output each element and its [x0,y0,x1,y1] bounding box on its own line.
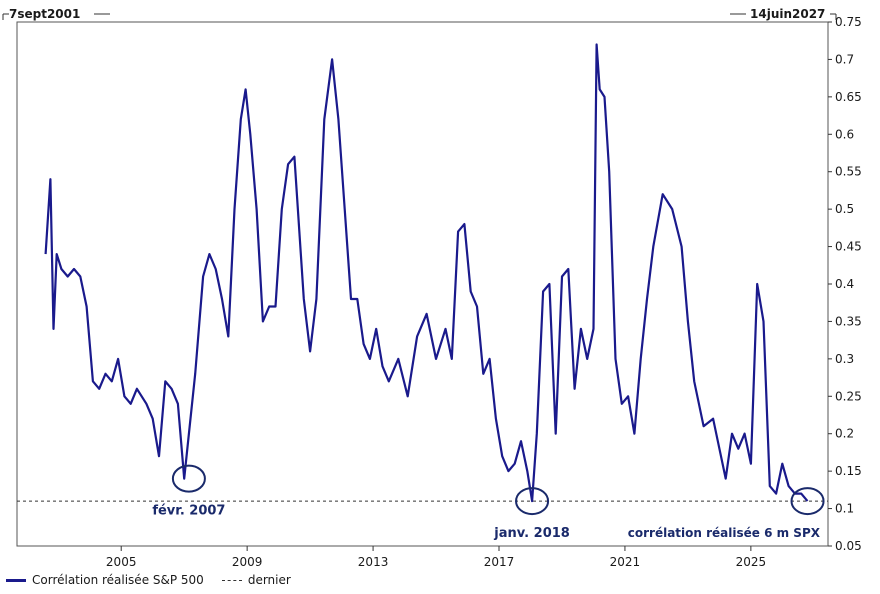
y-tick-label: 0.1 [835,502,854,516]
y-tick-label: 0.6 [835,127,854,141]
x-axis: 2005 2009 2013 2017 2021 2025 [106,546,766,569]
x-tick-label: 2021 [610,555,641,569]
y-tick-label: 0.35 [835,314,862,328]
y-tick-label: 0.25 [835,389,862,403]
y-axis: 0.05 0.1 0.15 0.2 0.25 0.3 0.35 0.4 0.45 0.5 0.55 0… [828,15,862,553]
legend: Corrélation réalisée S&P 500 dernier [6,571,309,589]
annotation-label: févr. 2007 [152,504,225,519]
annotation-circle [790,487,825,516]
y-tick-label: 0.05 [835,539,862,553]
annotation-circle [171,464,206,493]
legend-label-dernier: dernier [247,573,291,587]
y-tick-label: 0.15 [835,464,862,478]
annotation-circle [515,487,550,516]
y-tick-label: 0.4 [835,277,854,291]
y-tick-label: 0.7 [835,52,854,66]
x-tick-label: 2005 [106,555,137,569]
series-line-correlation [44,43,809,503]
annotations: févr. 2007 janv. 2018 corrélation réalisée… [152,464,825,541]
y-tick-label: 0.65 [835,90,862,104]
y-tick-label: 0.75 [835,15,862,29]
x-tick-label: 2017 [484,555,515,569]
legend-label-series: Corrélation réalisée S&P 500 [32,573,204,587]
range-start-marker: 7sept2001 [2,7,110,21]
range-end-label: 14juin2027 [750,7,825,21]
annotation-label: corrélation réalisée 6 m SPX [628,526,821,540]
range-start-label: 7sept2001 [9,7,80,21]
y-tick-label: 0.45 [835,240,862,254]
annotation-label: janv. 2018 [493,526,570,541]
plot-frame [16,21,829,547]
x-tick-label: 2009 [232,555,263,569]
legend-item-dernier: dernier [221,573,291,587]
y-tick-label: 0.2 [835,427,854,441]
range-end-marker: 14juin2027 [730,7,837,21]
legend-swatch-solid [6,578,26,582]
x-tick-label: 2025 [736,555,767,569]
legend-swatch-dashed [221,579,242,581]
x-tick-label: 2013 [358,555,389,569]
y-tick-label: 0.55 [835,165,862,179]
y-tick-label: 0.5 [835,202,854,216]
y-tick-label: 0.3 [835,352,854,366]
legend-item-series: Corrélation réalisée S&P 500 [6,573,204,587]
